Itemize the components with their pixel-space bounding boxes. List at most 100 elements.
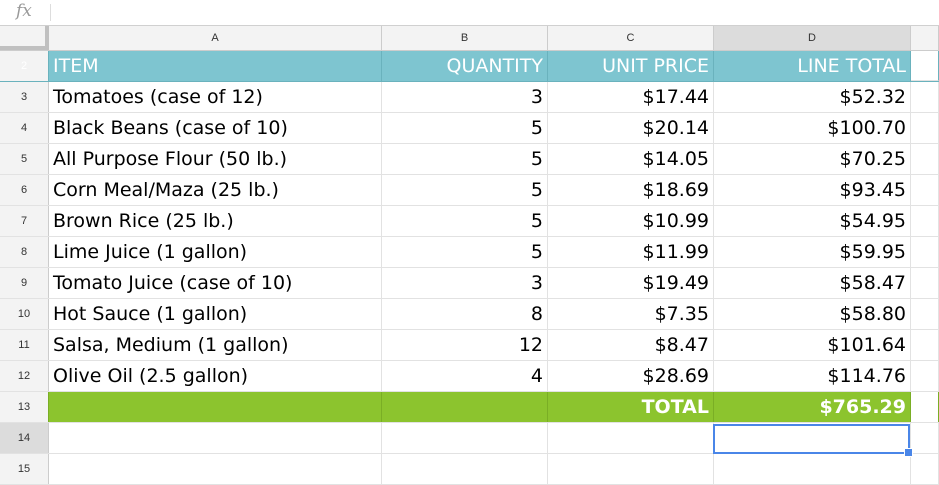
cell[interactable]: 5: [382, 113, 548, 143]
row-header[interactable]: 8: [0, 237, 49, 267]
cell[interactable]: $70.25: [714, 144, 911, 174]
row-header[interactable]: 5: [0, 144, 49, 174]
cell[interactable]: 5: [382, 175, 548, 205]
row-header[interactable]: 14: [0, 423, 49, 453]
cell[interactable]: [49, 392, 382, 422]
cell[interactable]: Olive Oil (2.5 gallon): [49, 361, 382, 391]
cell[interactable]: [911, 299, 939, 329]
cell[interactable]: Brown Rice (25 lb.): [49, 206, 382, 236]
cell[interactable]: [911, 268, 939, 298]
column-header-a[interactable]: A: [49, 26, 382, 50]
cell[interactable]: Tomato Juice (case of 10): [49, 268, 382, 298]
cell[interactable]: [911, 175, 939, 205]
cell[interactable]: [548, 454, 714, 484]
cell[interactable]: $14.05: [548, 144, 714, 174]
cell[interactable]: [714, 454, 911, 484]
cell[interactable]: [382, 454, 548, 484]
cell[interactable]: [911, 82, 939, 112]
cell[interactable]: $100.70: [714, 113, 911, 143]
cell[interactable]: 5: [382, 237, 548, 267]
cell[interactable]: 4: [382, 361, 548, 391]
cell[interactable]: Tomatoes (case of 12): [49, 82, 382, 112]
cell[interactable]: $8.47: [548, 330, 714, 360]
cell[interactable]: [49, 423, 382, 453]
formula-bar[interactable]: fx: [0, 0, 939, 26]
cell[interactable]: Hot Sauce (1 gallon): [49, 299, 382, 329]
cell[interactable]: [911, 206, 939, 236]
cell[interactable]: $28.69: [548, 361, 714, 391]
cell[interactable]: Corn Meal/Maza (25 lb.): [49, 175, 382, 205]
cell[interactable]: [49, 454, 382, 484]
row-header[interactable]: 11: [0, 330, 49, 360]
row-header[interactable]: 10: [0, 299, 49, 329]
cell[interactable]: $54.95: [714, 206, 911, 236]
cell[interactable]: 8: [382, 299, 548, 329]
cell[interactable]: [911, 423, 939, 453]
cell[interactable]: $59.95: [714, 237, 911, 267]
cell[interactable]: [911, 454, 939, 484]
select-all-corner[interactable]: [0, 26, 49, 50]
cell[interactable]: $10.99: [548, 206, 714, 236]
cell[interactable]: $52.32: [714, 82, 911, 112]
cell[interactable]: $11.99: [548, 237, 714, 267]
cell[interactable]: 5: [382, 206, 548, 236]
cell[interactable]: [911, 144, 939, 174]
column-header-e[interactable]: [911, 26, 939, 50]
cell[interactable]: $58.80: [714, 299, 911, 329]
column-header-d[interactable]: D: [714, 26, 911, 50]
row-header[interactable]: 4: [0, 113, 49, 143]
cell[interactable]: ITEM: [49, 51, 382, 81]
empty-row: 15: [0, 454, 939, 485]
row-header[interactable]: 6: [0, 175, 49, 205]
table-row: 5 All Purpose Flour (50 lb.) 5 $14.05 $70.25: [0, 144, 939, 175]
row-header[interactable]: 12: [0, 361, 49, 391]
table-row: 12 Olive Oil (2.5 gallon) 4 $28.69 $114.76: [0, 361, 939, 392]
table-row: 3 Tomatoes (case of 12) 3 $17.44 $52.32: [0, 82, 939, 113]
row-header[interactable]: 2: [0, 51, 49, 81]
cell[interactable]: $20.14: [548, 113, 714, 143]
column-header-c[interactable]: C: [548, 26, 714, 50]
cell[interactable]: $18.69: [548, 175, 714, 205]
spreadsheet-grid[interactable]: A B C D 2 ITEM QUANTITY UNIT PRICE LINE …: [0, 26, 939, 485]
total-label[interactable]: TOTAL: [548, 392, 714, 422]
cell[interactable]: QUANTITY: [382, 51, 548, 81]
cell[interactable]: [382, 423, 548, 453]
row-header[interactable]: 7: [0, 206, 49, 236]
cell[interactable]: $17.44: [548, 82, 714, 112]
cell[interactable]: LINE TOTAL: [714, 51, 911, 81]
total-row: 13 TOTAL $765.29: [0, 392, 939, 423]
cell[interactable]: $114.76: [714, 361, 911, 391]
cell[interactable]: All Purpose Flour (50 lb.): [49, 144, 382, 174]
cell[interactable]: [911, 113, 939, 143]
cell[interactable]: 3: [382, 82, 548, 112]
cell[interactable]: [382, 392, 548, 422]
cell[interactable]: 5: [382, 144, 548, 174]
cell[interactable]: 3: [382, 268, 548, 298]
cell[interactable]: [911, 330, 939, 360]
cell[interactable]: Lime Juice (1 gallon): [49, 237, 382, 267]
total-value[interactable]: $765.29: [714, 392, 911, 422]
selected-cell[interactable]: [714, 423, 911, 453]
cell[interactable]: Salsa, Medium (1 gallon): [49, 330, 382, 360]
cell[interactable]: [911, 237, 939, 267]
column-header-row: A B C D: [0, 26, 939, 51]
cell[interactable]: Black Beans (case of 10): [49, 113, 382, 143]
cell[interactable]: [911, 392, 939, 422]
cell[interactable]: $19.49: [548, 268, 714, 298]
row-header[interactable]: 13: [0, 392, 49, 422]
row-header[interactable]: 3: [0, 82, 49, 112]
fill-handle[interactable]: [904, 448, 913, 457]
column-header-b[interactable]: B: [382, 26, 548, 50]
cell[interactable]: $58.47: [714, 268, 911, 298]
cell[interactable]: UNIT PRICE: [548, 51, 714, 81]
cell[interactable]: $93.45: [714, 175, 911, 205]
cell[interactable]: [911, 361, 939, 391]
row-header[interactable]: 15: [0, 454, 49, 484]
cell[interactable]: 12: [382, 330, 548, 360]
row-header[interactable]: 9: [0, 268, 49, 298]
divider: [50, 4, 51, 21]
cell[interactable]: [548, 423, 714, 453]
cell[interactable]: $7.35: [548, 299, 714, 329]
cell[interactable]: [911, 51, 939, 81]
cell[interactable]: $101.64: [714, 330, 911, 360]
